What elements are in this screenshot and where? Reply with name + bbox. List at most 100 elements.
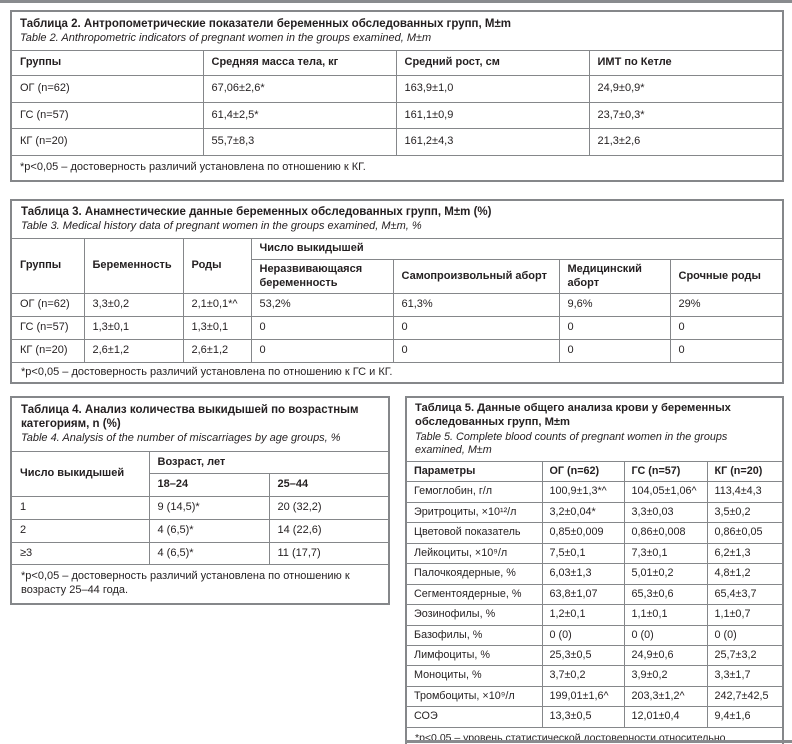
table-caption-row: Таблица 2. Антропометрические показатели… (10, 10, 784, 52)
table-cell: 24,9±0,9* (588, 74, 784, 103)
table-cell: 0 (392, 338, 560, 363)
table-row: КГ (n=20) 55,7±8,3 161,2±4,3 21,3±2,6 (10, 128, 784, 157)
table-cell: 67,06±2,6* (202, 74, 397, 103)
bottom-band: Таблица 4. Анализ количества выкидышей п… (10, 396, 785, 744)
column-group-header: Возраст, лет (148, 450, 390, 475)
table-2-title-ru: Таблица 2. Антропометрические показатели… (20, 18, 511, 30)
table-cell: 3,3±1,7 (706, 665, 784, 687)
table-row: Базофилы, % 0 (0) 0 (0) 0 (0) (405, 624, 784, 646)
table-row: ОГ (n=62) 67,06±2,6* 163,9±1,0 24,9±0,9* (10, 74, 784, 103)
table-cell: ОГ (n=62) (10, 74, 204, 103)
table-row: Эозинофилы, % 1,2±0,1 1,1±0,1 1,1±0,7 (405, 604, 784, 626)
table-row: Цветовой показатель 0,85±0,009 0,86±0,00… (405, 522, 784, 544)
table-4-title-en: Table 4. Analysis of the number of misca… (21, 432, 341, 445)
table-2-title-en: Table 2. Anthropometric indicators of pr… (20, 32, 432, 45)
table-header-row: Параметры ОГ (n=62) ГС (n=57) КГ (n=20) (405, 460, 784, 483)
table-row: СОЭ 13,3±0,5 12,01±0,4 9,4±1,6 (405, 706, 784, 728)
table-row: 2 4 (6,5)* 14 (22,6) (10, 518, 390, 543)
table-cell: 11 (17,7) (268, 541, 390, 566)
table-cell: 0 (669, 338, 784, 363)
table-cell: 3,3±0,03 (623, 501, 708, 524)
bottom-divider-rule (405, 740, 792, 743)
table-cell: Лейкоциты, ×10⁹/л (405, 542, 543, 565)
left-column: Таблица 4. Анализ количества выкидышей п… (10, 396, 391, 605)
table-cell: 9,4±1,6 (706, 706, 784, 728)
table-cell: Цветовой показатель (405, 522, 543, 544)
table-cell: 4,8±1,2 (706, 563, 784, 585)
table-cell: 7,3±0,1 (623, 542, 708, 565)
table-row: Гемоглобин, г/л 100,9±1,3*^ 104,05±1,06^… (405, 481, 784, 503)
table-cell: Гемоглобин, г/л (405, 481, 543, 503)
column-header: Средняя масса тела, кг (202, 50, 397, 76)
column-header: 25–44 (268, 473, 390, 498)
table-4-footnote: *p<0,05 – достоверность различий установ… (10, 564, 390, 605)
table-cell: 25,7±3,2 (706, 644, 784, 667)
table-cell: Эритроциты, ×10¹²/л (405, 501, 543, 524)
column-header: КГ (n=20) (706, 460, 784, 483)
column-header: Число выкидышей (10, 450, 150, 498)
table-5-title-en: Table 5. Complete blood counts of pregna… (415, 430, 728, 456)
column-header: 18–24 (148, 473, 270, 498)
column-header: ОГ (n=62) (541, 460, 625, 483)
table-3-footnote: *p<0,05 – достоверность различий установ… (10, 361, 784, 384)
table-cell: 203,3±1,2^ (623, 685, 708, 708)
table-cell: Палочкоядерные, % (405, 563, 543, 585)
table-row: 1 9 (14,5)* 20 (32,2) (10, 496, 390, 520)
table-3-title-ru: Таблица 3. Анамнестические данные береме… (21, 205, 492, 218)
table-cell: 53,2% (250, 293, 394, 318)
table-cell: 3,9±0,2 (623, 665, 708, 687)
table-caption-row: Таблица 4. Анализ количества выкидышей п… (10, 396, 390, 452)
table-4-title-ru: Таблица 4. Анализ количества выкидышей п… (21, 404, 359, 431)
table-cell: 199,01±1,6^ (541, 685, 625, 708)
table-cell: 242,7±42,5 (706, 685, 784, 708)
table-cell: СОЭ (405, 706, 543, 728)
table-cell: 24,9±0,6 (623, 644, 708, 667)
table-cell: 29% (669, 293, 784, 318)
table-cell: 6,03±1,3 (541, 563, 625, 585)
table-cell: 25,3±0,5 (541, 644, 625, 667)
table-row: ГС (n=57) 61,4±2,5* 161,1±0,9 23,7±0,3* (10, 101, 784, 130)
table-cell: 12,01±0,4 (623, 706, 708, 728)
table-cell: 161,2±4,3 (395, 128, 590, 157)
table-cell: 9 (14,5)* (148, 496, 270, 520)
table-cell: 13,3±0,5 (541, 706, 625, 728)
table-caption-row: Таблица 5. Данные общего анализа крови у… (405, 396, 784, 462)
table-cell: 23,7±0,3* (588, 101, 784, 130)
table-cell: ГС (n=57) (10, 316, 85, 340)
table-2-caption: Таблица 2. Антропометрические показатели… (10, 10, 784, 52)
table-cell: 0 (0) (706, 624, 784, 646)
table-cell: 1,1±0,1 (623, 604, 708, 626)
table-row: Палочкоядерные, % 6,03±1,3 5,01±0,2 4,8±… (405, 563, 784, 585)
table-cell: 3,2±0,04* (541, 501, 625, 524)
table-footnote-row: *p<0,05 – достоверность различий установ… (10, 155, 784, 182)
column-header: ИМТ по Кетле (588, 50, 784, 76)
column-group-header: Число выкидышей (250, 238, 784, 260)
table-cell: 0 (392, 316, 560, 340)
table-cell: ≥3 (10, 541, 150, 566)
table-cell: 0 (0) (541, 624, 625, 646)
top-divider-rule (0, 0, 792, 3)
column-header: Группы (10, 238, 85, 295)
table-cell: 0,86±0,05 (706, 522, 784, 544)
table-cell: 7,5±0,1 (541, 542, 625, 565)
table-4-caption: Таблица 4. Анализ количества выкидышей п… (10, 396, 390, 452)
column-header: Неразвивающаяся беременность (250, 258, 394, 295)
table-cell: 0,85±0,009 (541, 522, 625, 544)
table-footnote-row: *p<0,05 – достоверность различий установ… (10, 361, 784, 384)
table-cell: 1 (10, 496, 150, 520)
table-3-medical-history: Таблица 3. Анамнестические данные береме… (10, 198, 785, 385)
table-cell: 161,1±0,9 (395, 101, 590, 130)
table-cell: 20 (32,2) (268, 496, 390, 520)
table-3-caption: Таблица 3. Анамнестические данные береме… (10, 199, 784, 240)
table-cell: Сегментоядерные, % (405, 583, 543, 606)
table-cell: 2,6±1,2 (83, 338, 184, 363)
table-5-blood-counts: Таблица 5. Данные общего анализа крови у… (405, 396, 785, 744)
table-cell: 55,7±8,3 (202, 128, 397, 157)
column-header: Параметры (405, 460, 543, 483)
table-row: Сегментоядерные, % 63,8±1,07 65,3±0,6 65… (405, 583, 784, 606)
table-subheader-row: Неразвивающаяся беременность Самопроизво… (11, 258, 784, 295)
table-5-title-ru: Таблица 5. Данные общего анализа крови у… (415, 402, 731, 429)
table-3-title-en: Table 3. Medical history data of pregnan… (21, 219, 422, 232)
table-cell: 0 (558, 316, 671, 340)
